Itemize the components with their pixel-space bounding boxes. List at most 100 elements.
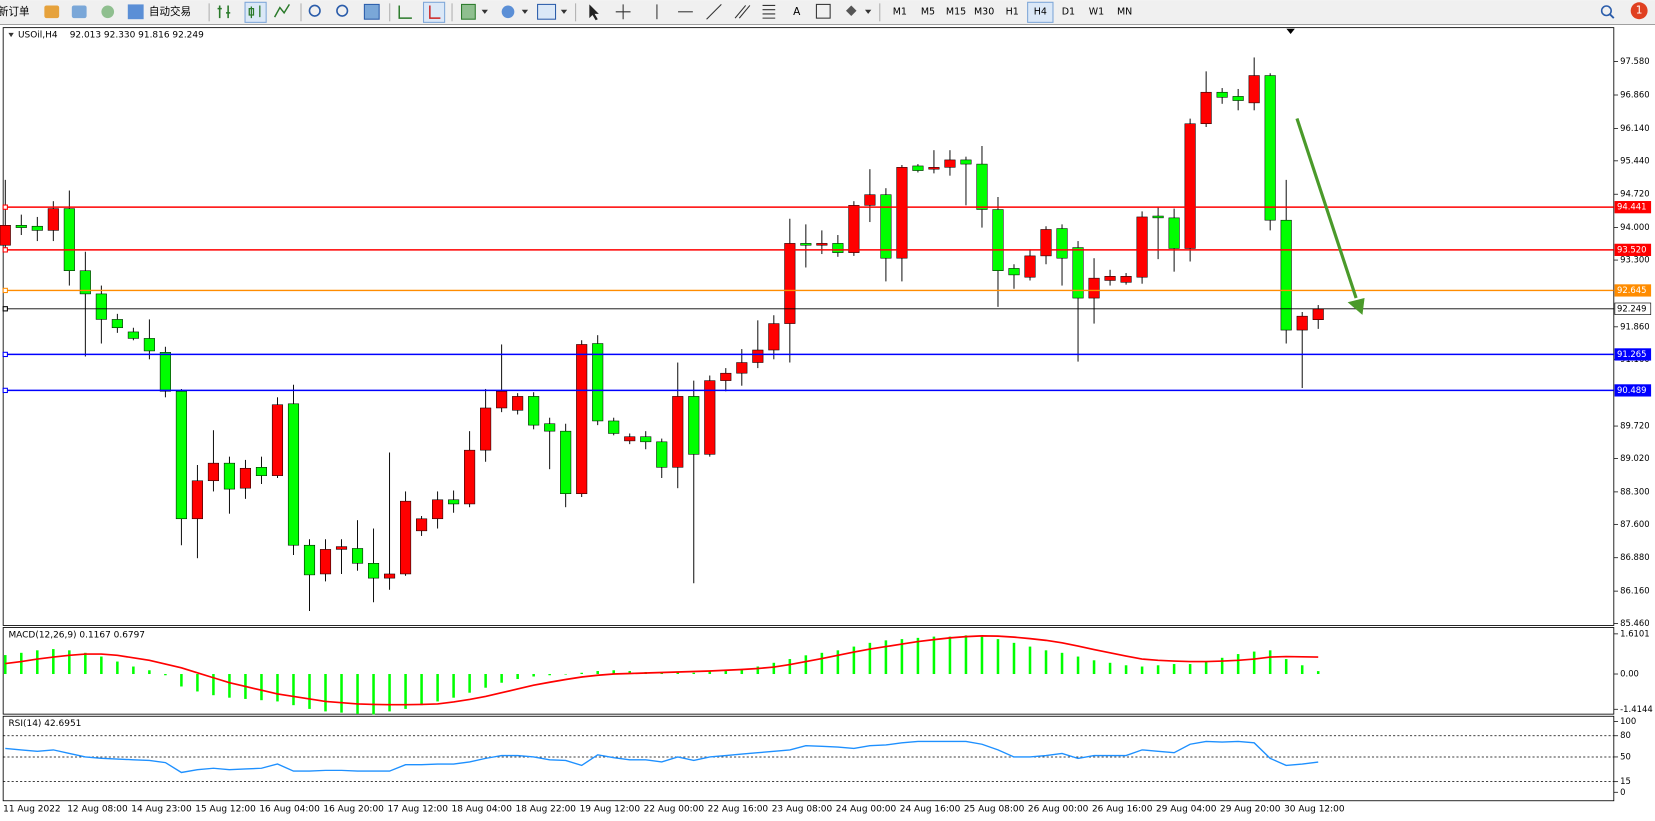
candle-body xyxy=(480,407,492,451)
indicators-button[interactable] xyxy=(461,3,476,20)
y-tick-label: 87.600 xyxy=(1620,519,1650,529)
timeframe-button[interactable]: M5 xyxy=(921,6,935,17)
rsi-frame xyxy=(2,715,1615,802)
macd-bar xyxy=(20,652,23,675)
macd-bar xyxy=(4,655,7,675)
navigator-icon[interactable] xyxy=(44,5,60,19)
x-tick-label: 17 Aug 12:00 xyxy=(387,805,448,815)
autoscroll-button[interactable] xyxy=(398,5,412,19)
macd-bar xyxy=(404,674,407,709)
timeframe-button[interactable]: H1 xyxy=(1006,6,1019,17)
dropdown[interactable] xyxy=(864,9,872,14)
candle-body xyxy=(544,423,556,432)
dropdown[interactable] xyxy=(521,9,529,14)
candle-body xyxy=(448,499,460,505)
market-icon[interactable] xyxy=(71,5,87,19)
x-tick-label: 23 Aug 08:00 xyxy=(772,805,833,815)
macd-bar xyxy=(308,674,311,709)
timeframe-button[interactable]: MN xyxy=(1117,6,1132,17)
macd-bar xyxy=(84,652,87,675)
candle-body xyxy=(95,293,107,320)
timeframe-button[interactable]: D1 xyxy=(1062,6,1075,17)
timeframe-button[interactable]: M15 xyxy=(946,6,966,17)
cursor-tool[interactable] xyxy=(589,4,599,21)
candle-body xyxy=(576,344,588,495)
level-marker xyxy=(2,287,8,294)
templates-button[interactable] xyxy=(537,3,557,20)
candle-body xyxy=(31,225,43,231)
candle-body xyxy=(1200,91,1212,125)
y-tick-label: 96.140 xyxy=(1620,123,1650,133)
macd-bar xyxy=(532,674,535,677)
candle-body xyxy=(704,380,716,455)
auto-trading-icon[interactable] xyxy=(127,4,144,20)
data-window-icon[interactable] xyxy=(101,5,115,19)
candle-body xyxy=(1088,277,1100,299)
auto-trading-button[interactable]: 自动交易 xyxy=(149,5,191,18)
candle-body xyxy=(303,544,316,576)
macd-bar xyxy=(868,642,872,675)
chart-menu-marker xyxy=(8,32,14,38)
macd-bar xyxy=(900,639,904,675)
crosshair-tool[interactable] xyxy=(615,4,631,20)
macd-bar xyxy=(596,671,599,675)
candle-body xyxy=(432,499,444,520)
candle-body xyxy=(367,563,380,579)
main-chart-frame xyxy=(2,27,1615,626)
new-order-button[interactable]: 新订单 xyxy=(0,5,30,18)
timeframe-button[interactable]: M1 xyxy=(893,6,907,17)
dropdown[interactable] xyxy=(481,9,488,14)
macd-bar xyxy=(388,674,391,712)
tile-button[interactable] xyxy=(363,3,380,20)
macd-bar xyxy=(1156,665,1160,675)
search-button[interactable] xyxy=(1600,5,1612,17)
label-tool[interactable] xyxy=(815,3,831,19)
y-tick-label: -1.4144 xyxy=(1620,704,1653,714)
timeframe-button[interactable]: W1 xyxy=(1089,6,1104,17)
level-label: 90.489 xyxy=(1617,385,1647,395)
x-tick-label: 18 Aug 04:00 xyxy=(451,805,512,815)
channel-tool[interactable] xyxy=(734,5,751,19)
timeframe-button[interactable]: M30 xyxy=(974,6,994,17)
fibonacci-tool[interactable] xyxy=(762,4,776,19)
candle-body xyxy=(159,352,171,392)
bar-chart-button[interactable] xyxy=(217,5,231,19)
macd-bar xyxy=(148,670,151,675)
candle-body xyxy=(608,420,620,434)
candle-body xyxy=(880,194,892,259)
level-marker xyxy=(2,351,8,358)
x-tick-label: 26 Aug 16:00 xyxy=(1092,805,1153,815)
level-marker xyxy=(2,306,8,312)
candle-body xyxy=(271,404,284,476)
timeframe-button[interactable]: H4 xyxy=(1034,6,1047,17)
shift-button-pressed[interactable] xyxy=(422,1,446,23)
line-chart-button[interactable] xyxy=(273,4,291,18)
x-tick-label: 26 Aug 00:00 xyxy=(1028,805,1089,815)
macd-bar xyxy=(1028,646,1032,675)
macd-bar xyxy=(836,650,840,675)
notification-badge[interactable] xyxy=(1630,2,1648,20)
candle-body xyxy=(79,270,91,295)
periods-button[interactable] xyxy=(501,5,515,19)
x-tick-label: 16 Aug 04:00 xyxy=(259,805,320,815)
y-tick-label: 15 xyxy=(1620,776,1631,786)
dropdown[interactable] xyxy=(560,9,568,14)
candle-body xyxy=(512,396,524,411)
macd-bar xyxy=(452,674,455,698)
macd-bar xyxy=(980,636,984,675)
macd-bar xyxy=(1044,650,1048,675)
x-tick-label: 12 Aug 08:00 xyxy=(67,805,128,815)
trendline-tool[interactable] xyxy=(706,4,722,20)
candle-body xyxy=(816,243,828,246)
macd-bar xyxy=(804,655,808,675)
candle-body xyxy=(672,396,684,468)
text-tool[interactable]: A xyxy=(793,6,801,18)
candles-button-pressed[interactable] xyxy=(244,1,267,23)
zoom-in-button[interactable] xyxy=(308,4,321,17)
candle-body xyxy=(768,323,780,351)
shift-icon xyxy=(429,5,441,19)
candle-body xyxy=(143,338,155,352)
zoom-out-button[interactable] xyxy=(336,4,349,17)
macd-bar xyxy=(740,669,744,675)
macd-bar xyxy=(1284,659,1288,675)
